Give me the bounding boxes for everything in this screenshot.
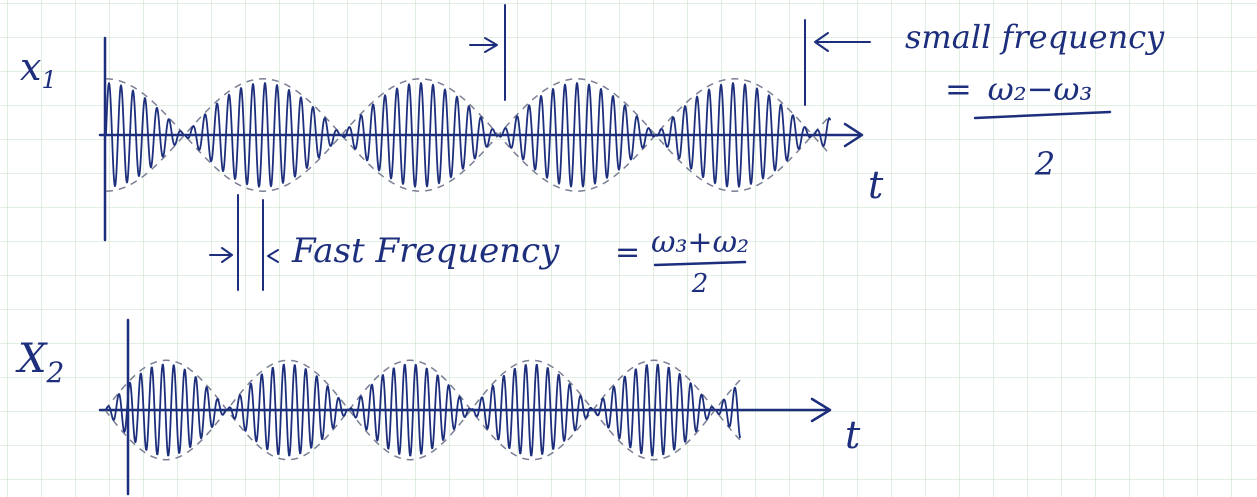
axis-label: x1 bbox=[20, 45, 57, 94]
denominator: 2 bbox=[1034, 145, 1055, 183]
axis-label: X2 bbox=[15, 336, 64, 389]
plot-x1: x1 t bbox=[20, 36, 884, 242]
period-marker bbox=[804, 19, 871, 106]
envelope bbox=[104, 359, 741, 412]
plot-x2: X2 t bbox=[15, 318, 861, 496]
envelope bbox=[104, 408, 741, 461]
note-text: small frequency bbox=[905, 18, 1165, 56]
note-text: Fast Frequency bbox=[291, 231, 560, 271]
equals: = bbox=[615, 235, 640, 270]
fast-frequency-note: Fast Frequency = ω₃+ω₂ 2 bbox=[291, 225, 749, 299]
envelope bbox=[106, 78, 831, 137]
fraction-bar bbox=[653, 260, 747, 267]
period-marker bbox=[209, 194, 279, 291]
t-label: t bbox=[845, 413, 861, 457]
numerator: ω₂−ω₃ bbox=[988, 70, 1093, 108]
equals: = bbox=[945, 70, 972, 108]
t-label: t bbox=[868, 163, 884, 207]
denominator: 2 bbox=[691, 269, 709, 299]
period-marker bbox=[469, 4, 506, 101]
waveform bbox=[105, 82, 831, 188]
fraction-bar bbox=[973, 110, 1112, 120]
numerator: ω₃+ω₂ bbox=[651, 225, 749, 260]
small-frequency-note: small frequency = ω₂−ω₃ 2 bbox=[905, 18, 1165, 183]
waveform bbox=[104, 363, 741, 457]
envelope bbox=[106, 133, 831, 192]
